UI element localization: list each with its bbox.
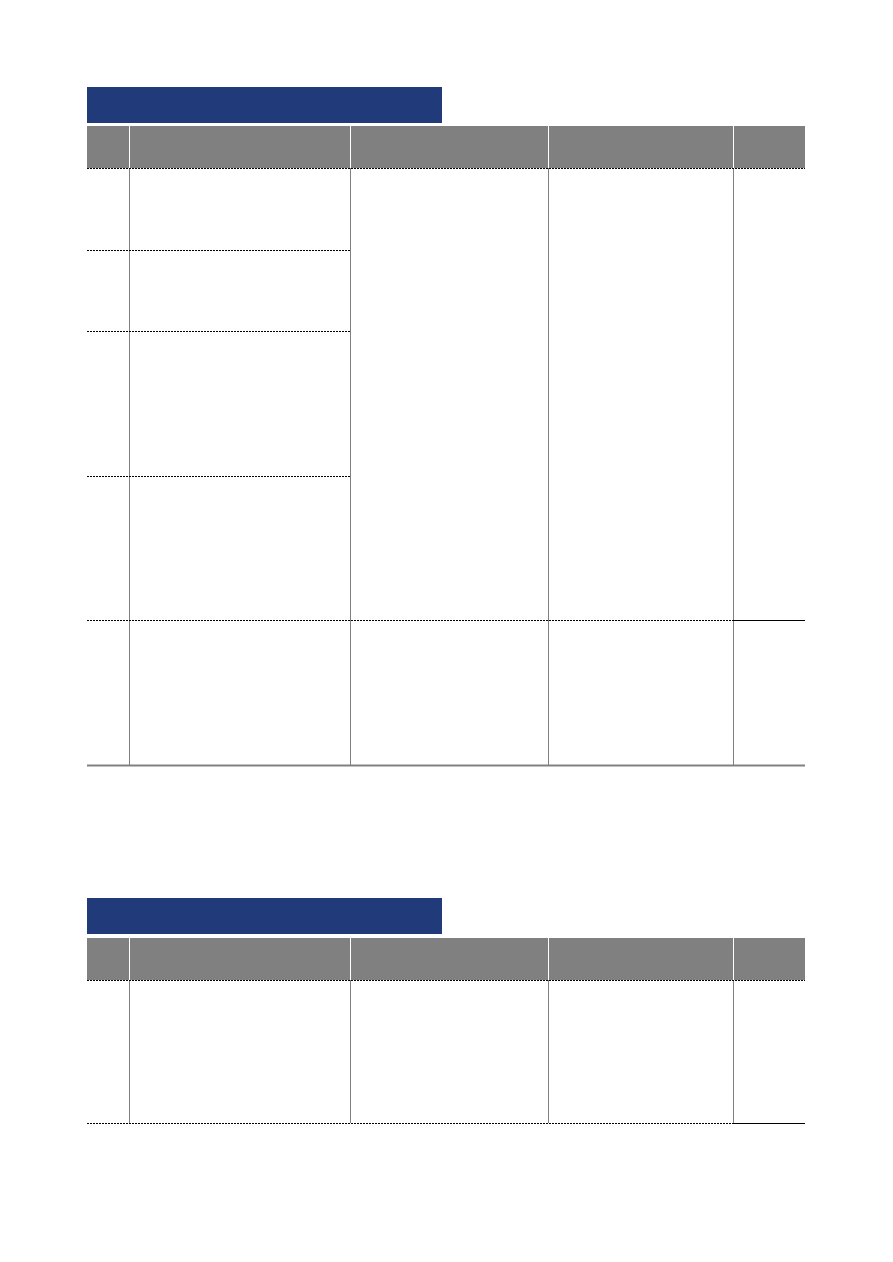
table-2-header-row [87,938,805,980]
table-1-title-bar [87,87,442,123]
table-2-title-bar [87,898,442,934]
table-1-header-row [87,126,805,168]
